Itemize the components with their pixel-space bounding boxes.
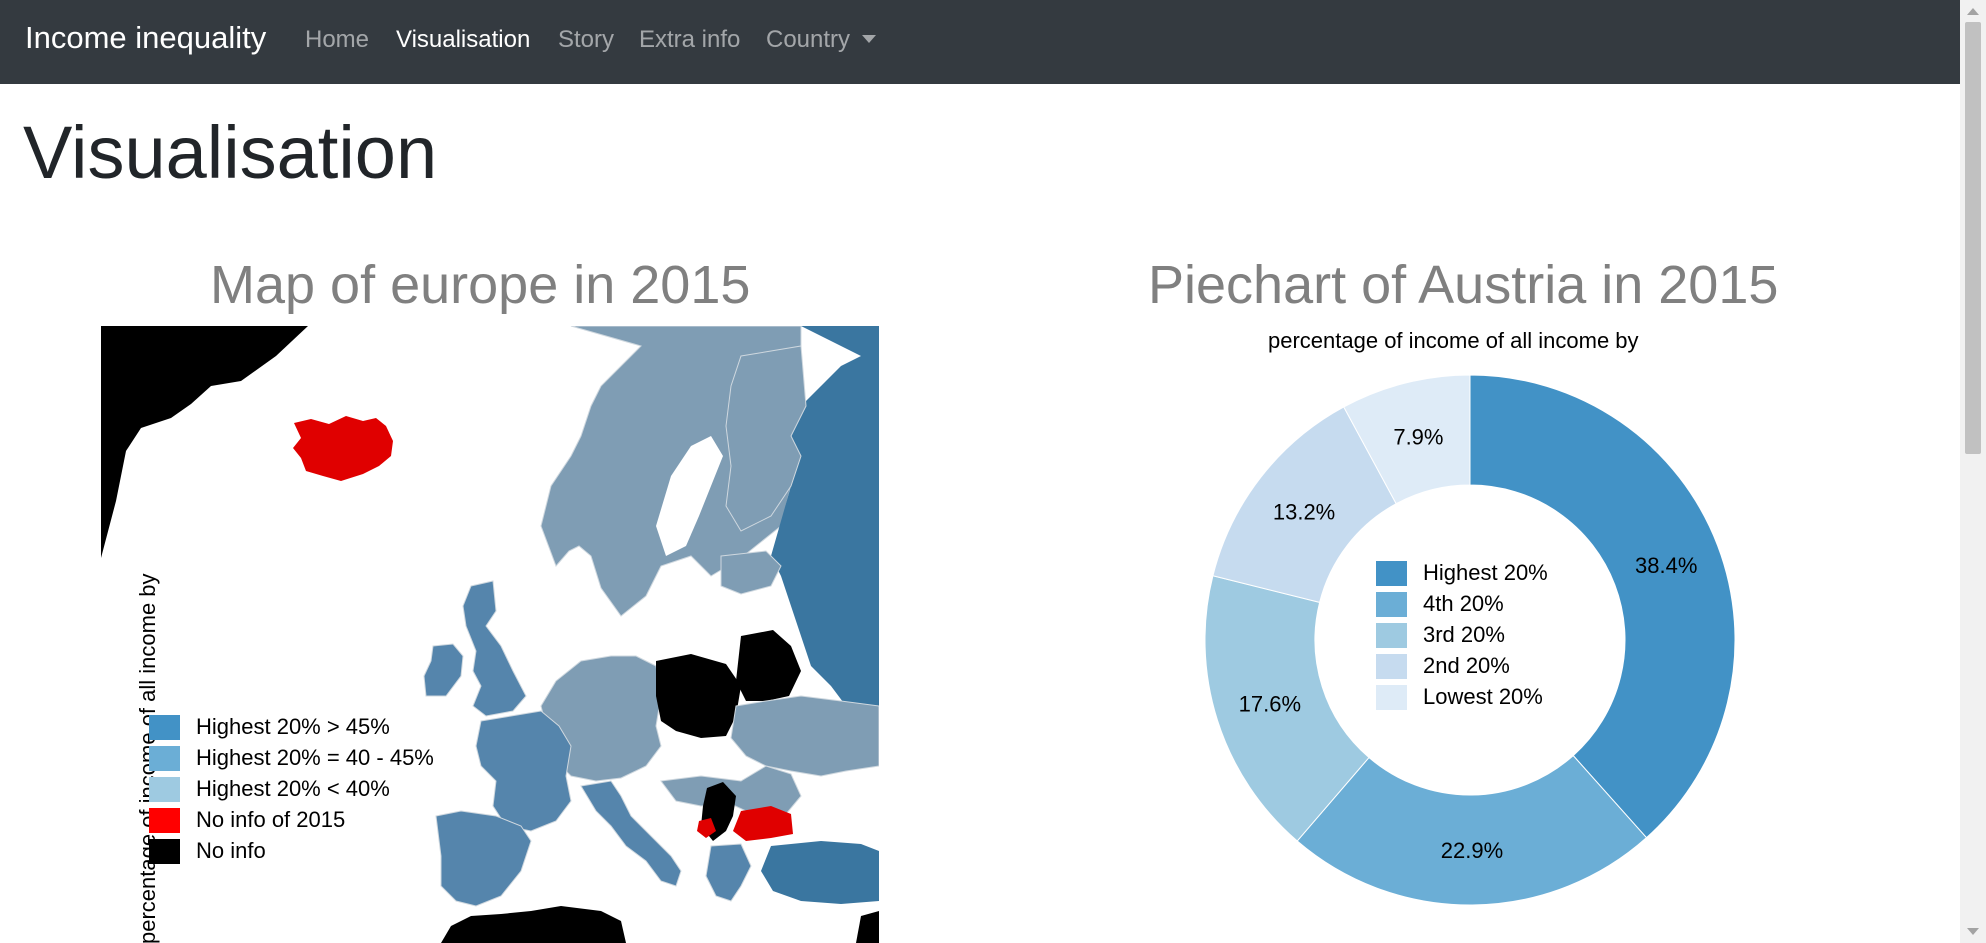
map-region-poland[interactable]: [656, 654, 741, 738]
legend-swatch: [1376, 685, 1407, 710]
map-region-north-africa[interactable]: [441, 906, 626, 943]
nav-link-extra-info[interactable]: Extra info: [639, 26, 741, 53]
map-region-montenegro[interactable]: [697, 818, 716, 838]
pie-chart[interactable]: 38.4% 22.9% 17.6% 13.2% 7.9%: [1200, 370, 1740, 910]
pie-slice[interactable]: [1204, 575, 1370, 842]
map-region-ireland[interactable]: [423, 643, 464, 697]
map-region-finland[interactable]: [725, 345, 807, 532]
nav-link-visualisation[interactable]: Visualisation: [396, 26, 531, 53]
legend-swatch: [1376, 654, 1407, 679]
map-region-bulgaria[interactable]: [733, 806, 793, 841]
map-title: Map of europe in 2015: [210, 255, 751, 315]
map-region-russia[interactable]: [771, 326, 879, 736]
pie-slice-label: 22.9%: [1441, 838, 1503, 863]
pie-title: Piechart of Austria in 2015: [1148, 255, 1779, 315]
pie-slice-label: 13.2%: [1273, 499, 1335, 524]
scroll-down-arrow-icon[interactable]: [1967, 928, 1979, 935]
legend-label: Highest 20% = 40 - 45%: [196, 745, 434, 770]
page-title: Visualisation: [23, 111, 438, 194]
legend-swatch: [149, 715, 180, 740]
pie-slice-label: 17.6%: [1239, 692, 1301, 717]
map-region-greece[interactable]: [705, 843, 752, 902]
legend-swatch: [1376, 561, 1407, 586]
legend-label: 3rd 20%: [1423, 622, 1505, 647]
nav-dropdown-country-label: Country: [766, 26, 851, 53]
brand-link[interactable]: Income inequality: [25, 20, 267, 55]
legend-label: Highest 20% < 40%: [196, 776, 390, 801]
map-region-baltics[interactable]: [720, 550, 782, 595]
legend-swatch: [149, 777, 180, 802]
map-region-baltic-sea: [656, 436, 723, 556]
page-scrollbar[interactable]: [1960, 0, 1986, 943]
pie-slice[interactable]: [1296, 754, 1648, 906]
nav-dropdown-country[interactable]: Country: [766, 26, 877, 54]
legend-swatch: [1376, 592, 1407, 617]
legend-label: Lowest 20%: [1423, 684, 1543, 709]
map-region-greenland[interactable]: [101, 326, 308, 558]
map-region-middle-east[interactable]: [856, 911, 879, 943]
map-region-iberia[interactable]: [435, 810, 532, 907]
map-region-belarus[interactable]: [736, 630, 801, 701]
map-region-turkey[interactable]: [761, 841, 879, 904]
pie-slice[interactable]: [1343, 374, 1471, 505]
pie-slice[interactable]: [1469, 374, 1736, 839]
legend-label: No info: [196, 838, 266, 863]
pie-slice-label: 7.9%: [1393, 424, 1443, 449]
scroll-up-arrow-icon[interactable]: [1967, 8, 1979, 15]
legend-label: 4th 20%: [1423, 591, 1504, 616]
legend-swatch: [149, 746, 180, 771]
legend-swatch: [149, 839, 180, 864]
pie-subtitle: percentage of income of all income by: [1268, 328, 1639, 353]
nav-link-home[interactable]: Home: [305, 26, 370, 53]
top-navbar: Income inequality Home Visualisation Sto…: [0, 0, 1960, 84]
map-region-ukraine[interactable]: [730, 695, 879, 777]
pie-slice-label: 38.4%: [1635, 553, 1697, 578]
map-region-iceland[interactable]: [293, 416, 393, 481]
legend-swatch: [149, 808, 180, 833]
nav-link-story[interactable]: Story: [558, 26, 615, 53]
scroll-thumb[interactable]: [1965, 22, 1981, 454]
map-region-italy[interactable]: [580, 780, 682, 887]
legend-label: Highest 20%: [1423, 560, 1548, 585]
legend-label: No info of 2015: [196, 807, 346, 832]
chevron-down-icon: [862, 35, 877, 43]
legend-swatch: [1376, 623, 1407, 648]
europe-map[interactable]: [101, 326, 879, 943]
map-region-uk[interactable]: [462, 580, 527, 717]
legend-label: Highest 20% > 45%: [196, 714, 390, 739]
legend-label: 2nd 20%: [1423, 653, 1510, 678]
map-region-france[interactable]: [475, 710, 572, 832]
